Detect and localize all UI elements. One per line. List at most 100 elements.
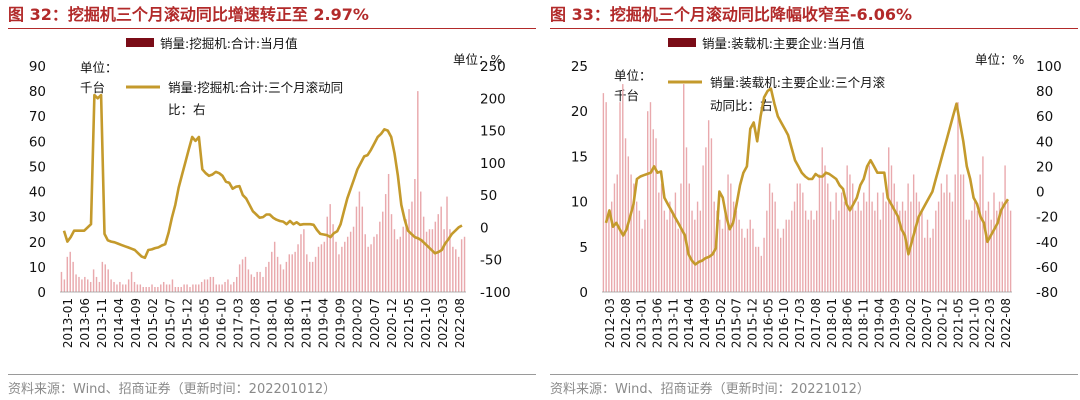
bar — [250, 274, 253, 292]
bar — [87, 279, 89, 292]
y-left-tick-label: 0 — [579, 285, 588, 301]
x-tick-label: 2021-10 — [967, 298, 981, 348]
bar — [262, 276, 264, 292]
bar — [774, 201, 776, 292]
y-left-tick-label: 70 — [29, 109, 46, 125]
x-tick-label: 2016-05 — [761, 298, 775, 348]
bar — [320, 244, 323, 292]
y-left-tick-label: 30 — [29, 210, 46, 226]
y-right-tick-label: -80 — [1036, 285, 1058, 301]
bar — [602, 93, 605, 292]
bar — [641, 228, 643, 292]
x-tick-label: 2020-02 — [351, 298, 365, 348]
bar — [332, 224, 334, 292]
x-tick-label: 2014-04 — [112, 298, 126, 348]
bar — [608, 210, 610, 292]
bar — [946, 174, 948, 292]
legend-bar-swatch — [126, 38, 154, 47]
y-right-tick-label: 60 — [1036, 109, 1053, 125]
x-tick-label: 2020-07 — [920, 298, 934, 348]
bar — [358, 191, 361, 292]
bar — [63, 279, 66, 292]
bar — [344, 241, 346, 292]
bar — [434, 221, 437, 292]
bar — [425, 231, 428, 292]
bar — [171, 279, 174, 292]
bar — [238, 264, 241, 292]
bar — [854, 210, 857, 292]
series-line — [62, 93, 463, 260]
bar — [871, 201, 873, 292]
x-tick-label: 2015-12 — [746, 298, 760, 348]
bar — [605, 102, 607, 292]
x-tick-label: 2018-11 — [856, 298, 870, 348]
bar — [393, 229, 396, 292]
bar — [355, 206, 358, 292]
bar — [224, 281, 226, 292]
legend-line-label-1: 销量:装载机:主要企业:三个月滚 — [710, 75, 886, 90]
x-tick-label: 2017-08 — [249, 298, 263, 348]
bar — [116, 284, 118, 292]
bar — [863, 192, 865, 292]
legend-line-label-2: 比：右 — [168, 102, 206, 117]
bar — [655, 138, 657, 292]
bar — [868, 165, 871, 292]
legend-bar-swatch — [668, 38, 696, 47]
bar — [885, 201, 887, 292]
bar — [405, 219, 407, 292]
bar — [151, 284, 153, 292]
x-tick-label: 2013-01 — [61, 298, 75, 348]
bar — [724, 210, 726, 292]
x-tick-label: 2015-02 — [146, 298, 160, 348]
bar — [367, 246, 369, 292]
bar — [329, 204, 331, 292]
chart-panel-left: 图 32：挖掘机三个月滚动同比增速转正至 2.97% 销量:挖掘机:合计:当月值… — [8, 0, 536, 400]
bar — [212, 276, 215, 292]
bar — [710, 138, 713, 292]
x-tick-label: 2018-06 — [283, 298, 297, 348]
bar — [616, 174, 618, 292]
bar — [638, 210, 641, 292]
bar — [227, 279, 229, 292]
bar — [907, 183, 909, 292]
bar — [804, 210, 807, 292]
bar — [364, 234, 366, 292]
bar — [613, 183, 616, 292]
bar — [104, 264, 106, 292]
bar — [352, 226, 355, 292]
bar — [705, 147, 707, 292]
bar — [630, 174, 632, 292]
bar — [449, 229, 451, 292]
source-note: 资料来源：Wind、招商证券（更新时间：20221012） — [550, 374, 1078, 397]
bar — [793, 201, 796, 292]
bar — [757, 246, 760, 292]
bar — [122, 284, 124, 292]
bar — [162, 281, 165, 292]
bar — [993, 192, 995, 292]
bar — [446, 196, 448, 292]
bar — [1001, 201, 1003, 292]
bar — [130, 271, 133, 292]
bar — [635, 201, 638, 292]
bar — [148, 286, 150, 292]
y-left-tick-label: 50 — [29, 159, 46, 175]
x-tick-label: 2021-10 — [419, 298, 433, 348]
bar — [84, 276, 86, 292]
x-tick-label: 2013-06 — [651, 298, 665, 348]
bar — [890, 165, 893, 292]
bar — [195, 284, 197, 292]
bar — [799, 183, 801, 292]
bar — [323, 241, 326, 292]
bar — [785, 219, 787, 292]
bar — [771, 192, 774, 292]
bar — [622, 84, 624, 292]
y-right-tick-label: 50 — [480, 188, 497, 204]
bar — [145, 286, 147, 292]
bar — [879, 219, 882, 292]
bar — [957, 102, 959, 292]
y-left-tick-label: 25 — [571, 59, 588, 75]
chart-left-svg: 销量:挖掘机:合计:当月值 单位：% 单位： 千台 销量:挖掘机:合计:三个月滚… — [29, 36, 511, 348]
bar — [791, 210, 793, 292]
bar — [244, 256, 247, 292]
bar — [235, 276, 238, 292]
